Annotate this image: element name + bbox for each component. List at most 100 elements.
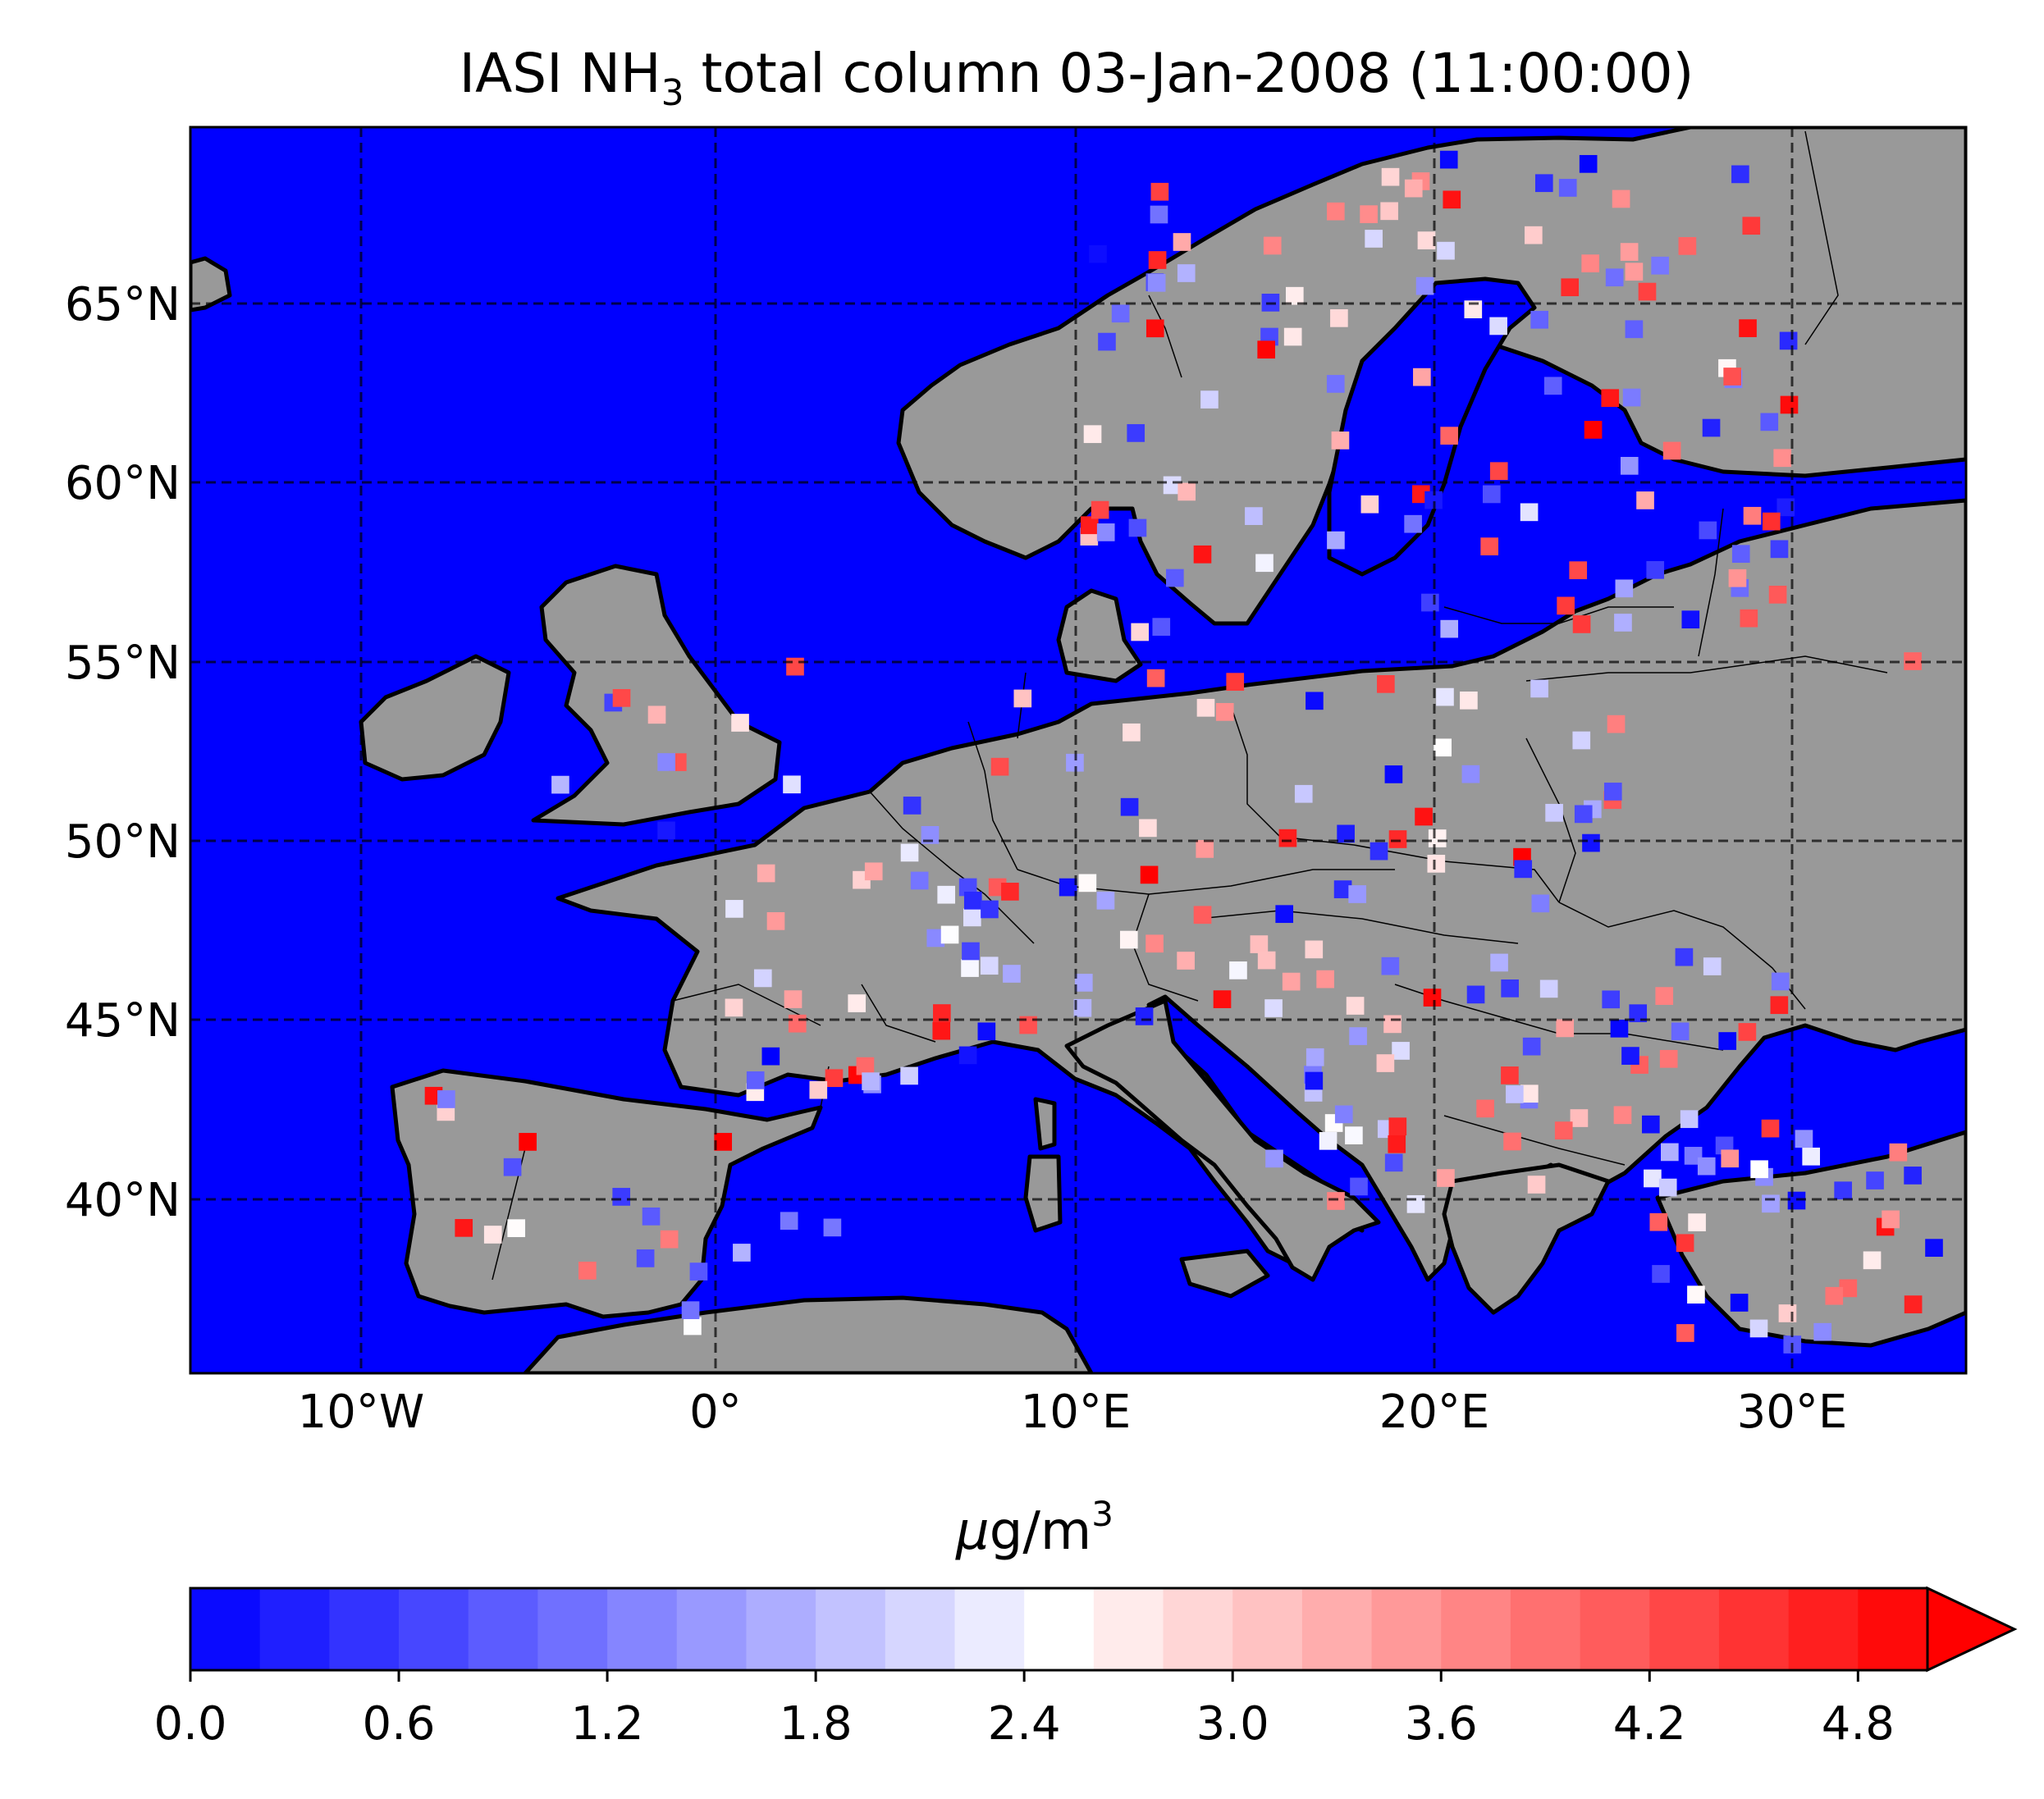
data-cell: [1327, 1192, 1345, 1210]
data-cell: [1671, 1022, 1690, 1041]
data-cell: [1013, 689, 1032, 708]
land-ireland: [359, 654, 511, 782]
gulf-of-bothnia: [1327, 276, 1537, 577]
data-cell: [1381, 167, 1400, 186]
lon-tick-label: 10°E: [1021, 1386, 1132, 1439]
data-cell: [1177, 952, 1195, 970]
data-cell: [1651, 256, 1669, 275]
data-cell: [1539, 979, 1558, 998]
data-cell: [990, 757, 1009, 776]
data-cell: [1582, 833, 1600, 852]
data-cell: [1135, 1007, 1154, 1025]
data-cell: [731, 714, 749, 732]
colorbar-extend-arrow: [1926, 1586, 2018, 1673]
data-cell: [823, 1218, 842, 1237]
data-cell: [1193, 545, 1212, 564]
data-cell: [1489, 317, 1507, 336]
data-cell: [963, 891, 982, 910]
data-cell: [647, 705, 666, 724]
data-cell: [1699, 521, 1717, 540]
data-cell: [1603, 783, 1622, 801]
data-cell: [903, 797, 921, 815]
lat-tick-label: 40°N: [65, 1174, 181, 1227]
data-cell: [689, 1262, 708, 1281]
data-cell: [578, 1262, 597, 1280]
data-cell: [1522, 1037, 1541, 1056]
data-cell: [1091, 500, 1109, 519]
data-cell: [783, 775, 801, 794]
colorbar-tick-label: 1.2: [571, 1697, 644, 1751]
data-cell: [1074, 974, 1093, 992]
colorbar-segment: [1371, 1588, 1442, 1670]
colorbar-segment: [885, 1588, 956, 1670]
data-cell: [1610, 1019, 1629, 1038]
data-cell: [1601, 389, 1620, 408]
data-cell: [1482, 485, 1501, 504]
data-cell: [757, 864, 775, 883]
data-cell: [1128, 518, 1147, 537]
data-cell: [1771, 972, 1790, 991]
data-cell: [1730, 1294, 1749, 1312]
data-cell: [1346, 997, 1365, 1015]
data-cell: [1866, 1171, 1884, 1189]
data-cell: [1490, 953, 1508, 972]
data-cell: [1466, 985, 1485, 1004]
colorbar-tick-label: 4.2: [1613, 1697, 1686, 1751]
land-corsica: [1033, 1097, 1057, 1151]
lat-tick-label: 55°N: [65, 637, 181, 690]
data-cell: [1641, 1115, 1660, 1134]
data-cell: [753, 969, 772, 988]
data-cell: [1768, 585, 1787, 604]
data-cell: [657, 753, 675, 771]
data-cell: [1257, 340, 1276, 359]
data-cell: [933, 1004, 951, 1022]
land-sicily: [1179, 1249, 1270, 1299]
data-cell: [1461, 765, 1480, 783]
data-cell: [1561, 278, 1580, 297]
data-cell: [1659, 1049, 1678, 1068]
data-cell: [1802, 1147, 1820, 1166]
data-cell: [1620, 456, 1639, 475]
data-cell: [1534, 174, 1553, 193]
data-cell: [1316, 970, 1334, 989]
data-cell: [1275, 905, 1294, 924]
data-cell: [1581, 254, 1599, 272]
lon-tick-label: 20°E: [1379, 1386, 1490, 1439]
colorbar-segment: [1788, 1588, 1859, 1670]
data-cell: [612, 1188, 631, 1206]
data-cell: [1882, 1210, 1900, 1229]
data-cell: [1226, 673, 1245, 691]
data-cell: [1545, 803, 1563, 822]
data-cell: [1193, 906, 1212, 925]
lat-tick-label: 60°N: [65, 457, 181, 510]
data-cell: [1376, 1054, 1395, 1072]
data-cell: [1688, 1213, 1706, 1231]
data-cell: [1569, 561, 1588, 580]
land-turkey: [1655, 1130, 1966, 1348]
data-cell: [1417, 231, 1436, 249]
colorbar-tick-label: 1.8: [780, 1697, 853, 1751]
data-cell: [1388, 1135, 1406, 1153]
lat-tick-label: 50°N: [65, 815, 181, 869]
data-cell: [1501, 1066, 1519, 1084]
colorbar-segment: [954, 1588, 1025, 1670]
figure-title: IASI NH3 total column 03-Jan-2008 (11:00…: [460, 42, 1694, 114]
data-cell: [1119, 930, 1138, 949]
data-cell: [1834, 1181, 1852, 1200]
data-cell: [1327, 531, 1345, 550]
data-cell: [1530, 310, 1548, 329]
data-cell: [1530, 679, 1548, 698]
data-cell: [1525, 226, 1543, 244]
data-cell: [684, 1317, 702, 1336]
data-cell: [1381, 957, 1400, 975]
data-cell: [1728, 568, 1747, 587]
data-cell: [1080, 516, 1099, 535]
data-cell: [961, 959, 979, 977]
data-cell: [1721, 1149, 1740, 1168]
data-cell: [1334, 1105, 1353, 1124]
data-cell: [1644, 1169, 1662, 1188]
colorbar-tick-label: 0.6: [363, 1697, 436, 1751]
data-cell: [1678, 237, 1697, 255]
colorbar-segment: [1024, 1588, 1095, 1670]
data-cell: [1305, 1071, 1324, 1090]
